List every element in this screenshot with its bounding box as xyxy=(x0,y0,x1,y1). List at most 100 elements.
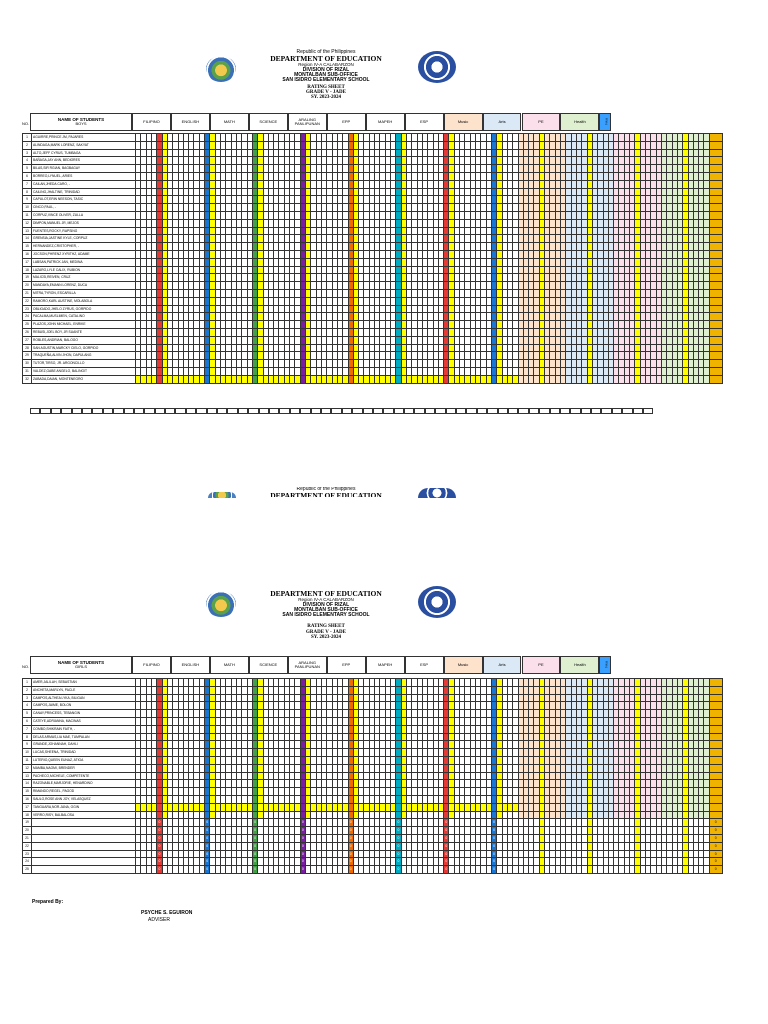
student-name: COMBO,SHIKRAIN FAITH, - xyxy=(31,724,136,734)
table-row: 32 ZABADA,DAIAN, MONTENEGRO xyxy=(22,374,723,384)
row-number: 19 xyxy=(22,273,32,283)
final-grade-cell xyxy=(708,366,723,376)
table-row: 23 OBLIGADO,JHELO ZYRUS, GORPIDO xyxy=(22,304,723,314)
division-seal-right xyxy=(418,51,456,83)
deped-logo-left-3 xyxy=(206,591,236,617)
blank-cell xyxy=(528,408,540,414)
row-number: 27 xyxy=(22,335,32,345)
blank-cell xyxy=(92,408,103,414)
school-year-text: SY. 2023-2024 xyxy=(310,95,342,101)
final-grade-cell xyxy=(708,179,723,189)
row-number: 6 xyxy=(22,716,32,726)
suboffice-text: MONTALBAN SUB-OFFICE xyxy=(294,72,358,79)
subject-header: PE xyxy=(521,656,561,674)
table-row: 13 FUENTES,ROCKY, RAPSING xyxy=(22,226,723,236)
table-row: 5 BILAS,SIR RGIAN, BAGBAGAY xyxy=(22,164,723,173)
student-name: DELAS ARMAS,LIA MAE, TUMPALAN xyxy=(31,732,136,742)
student-name: GRENSIA,JASTINE KYLE, CORPUZ xyxy=(31,234,136,244)
student-name: REBUSI,JOEL BOY, JR SUANTE xyxy=(31,327,136,337)
blank-cell xyxy=(383,408,394,414)
name-of-students-header: NAME OF STUDENTS GIRLS xyxy=(30,656,132,674)
blank-row xyxy=(30,401,654,414)
republic-text-2: Republic of the Philippines xyxy=(296,487,356,492)
subject-header: ARALING PANLIPUNAN xyxy=(287,656,327,674)
final-grade-cell xyxy=(708,304,723,314)
student-name: CAILAN,JHEDA CARO, - xyxy=(31,179,136,189)
subject-header: FILIPINO xyxy=(132,656,171,674)
blank-cell xyxy=(393,408,405,414)
student-name: CINCO,PAUL, - xyxy=(31,203,136,212)
blank-cell xyxy=(310,408,321,414)
row-number: 24 xyxy=(22,312,32,322)
student-name: LUCAS,SHEENA, TRINIDAD xyxy=(31,748,136,757)
gender-label: GIRLS xyxy=(74,664,87,670)
blank-cell xyxy=(331,408,342,414)
final-grade-cell xyxy=(708,156,723,166)
subject-header: Music xyxy=(443,656,483,674)
final-grade-cell xyxy=(708,732,723,742)
student-name: LABSAN,PATRICK JAN, MEDINA xyxy=(31,257,136,267)
subject-header: MAPEH xyxy=(365,113,405,131)
final-grade-cell xyxy=(708,312,723,322)
final-grade-cell xyxy=(708,171,723,181)
school-text: SAN ISIDRO ELEMENTARY SCHOOL xyxy=(282,77,370,84)
suboffice-text-3: MONTALBAN SUB-OFFICE xyxy=(294,606,358,613)
name-of-students-header: NAME OF STUDENTS BOYS xyxy=(30,113,132,131)
student-name: ALINDAGA,MARK LORENZ, SAKYAT xyxy=(31,140,136,150)
table-row: 10 CINCO,PAUL, - xyxy=(22,203,723,212)
blank-cell xyxy=(81,408,93,414)
student-name: MAMBA,NAOMI, BRENDER xyxy=(31,763,136,773)
blank-cell xyxy=(71,408,82,414)
student-name: RAMORO,KARL AUSTINE, MOLABOLA xyxy=(31,296,136,306)
blank-cell xyxy=(154,408,166,414)
subject-header: MATH xyxy=(209,656,249,674)
table-row: 1 AGUIRRE,PRINCE JM, PAJARES xyxy=(22,133,723,142)
final-grade-cell xyxy=(708,265,723,275)
final-grade-cell xyxy=(708,148,723,158)
table-row: 7 CAILAN,JHEDA CARO, - xyxy=(22,179,723,189)
subject-header: MAPEH xyxy=(365,656,405,674)
student-name: MANDAYA,EMANN LORENZ, DUCA xyxy=(31,281,136,290)
final-grade-cell xyxy=(708,140,723,150)
student-name: LUTERIO,QUEEN EUNAZ, ATIGA xyxy=(31,755,136,765)
subject-header: ENGLISH xyxy=(170,113,210,131)
table-row: 9 CAPULOT,ERIN NEESON, TASIC xyxy=(22,195,723,205)
blank-cell xyxy=(30,408,41,414)
blank-cell xyxy=(144,408,155,414)
final-grade-cell xyxy=(708,327,723,337)
name-header-label: NAME OF STUDENTS xyxy=(57,659,105,665)
row-number: 7 xyxy=(22,724,32,734)
blank-cell xyxy=(611,408,623,414)
table-row: 22 RAMORO,KARL AUSTINE, MOLABOLA xyxy=(22,296,723,306)
deped-logo-left xyxy=(206,56,236,82)
subject-header: ESP xyxy=(404,113,444,131)
row-number: 1 xyxy=(22,678,32,687)
row-number: 23 xyxy=(22,304,32,314)
final-grade-cell xyxy=(708,257,723,267)
final-grade-cell xyxy=(708,716,723,726)
header-block-1: Republic of the Philippines DEPARTMENT O… xyxy=(234,49,418,101)
student-name: OBLIGADO,JHELO ZYRUS, GORPIDO xyxy=(31,304,136,314)
no-header: NO. xyxy=(22,121,30,126)
row-number: 25 xyxy=(22,320,32,329)
table-row: 27 ROBLES,ANDRIAN, BALOGO xyxy=(22,335,723,345)
table-row: 24 PACALMA,MUSLIMEN, CATALINO xyxy=(22,312,723,322)
subject-header: Music xyxy=(443,113,483,131)
student-name: JOCSON,PHRENZ XYRITHZ, ADAME xyxy=(31,249,136,259)
final-grade-cell xyxy=(708,164,723,173)
table-row: 3 ALTO,JEFF CYRUS, TUMBAGA xyxy=(22,148,723,158)
grade-text-3: GRADE V - JADE xyxy=(306,629,346,635)
final-grade-cell xyxy=(708,701,723,711)
row-number: 11 xyxy=(22,210,32,220)
final-grade-cell xyxy=(708,133,723,142)
boys-table: 1 AGUIRRE,PRINCE JM, PAJARES 2 ALINDAGA,MAR… xyxy=(22,133,723,384)
blank-cell xyxy=(352,408,363,414)
blank-cell xyxy=(601,408,612,414)
final-header: FINAL xyxy=(599,113,612,131)
blank-cell xyxy=(466,408,477,414)
table-row: 2 ANCHETA,MARLYN, PACLE xyxy=(22,685,723,695)
row-number: 5 xyxy=(22,164,32,173)
blank-cell xyxy=(227,408,238,414)
final-grade-cell xyxy=(708,748,723,757)
name-header-label: NAME OF STUDENTS xyxy=(57,116,105,122)
